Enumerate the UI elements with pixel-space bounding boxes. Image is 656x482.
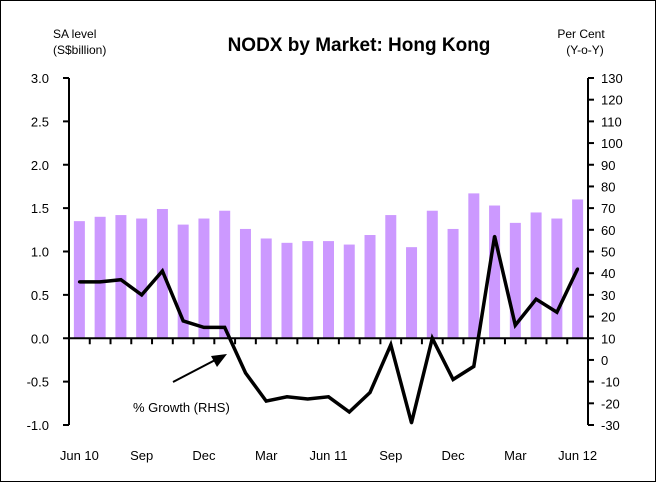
right-tick-label: 0 (601, 353, 608, 368)
bar (177, 224, 189, 339)
bar (343, 244, 355, 339)
right-tick-label: -30 (601, 418, 620, 433)
annotation-label: % Growth (RHS) (133, 400, 230, 415)
right-axis-label-line2: (Y-o-Y) (566, 43, 604, 57)
growth-point (389, 343, 393, 347)
bar (281, 242, 293, 339)
right-tick-label: -20 (601, 396, 620, 411)
left-tick-label: 1.0 (31, 245, 49, 260)
bar (406, 247, 418, 339)
growth-point (181, 319, 185, 323)
left-tick-label: 3.0 (31, 71, 49, 86)
x-tick-label: Dec (192, 448, 216, 463)
bar (260, 238, 272, 339)
bar (323, 241, 334, 339)
bar (198, 218, 210, 339)
growth-point (347, 410, 351, 414)
left-tick-label: -1.0 (27, 418, 49, 433)
right-axis-label-line1: Per Cent (557, 27, 605, 41)
chart-title: NODX by Market: Hong Kong (228, 35, 491, 56)
bar (551, 218, 563, 339)
right-tick-label: 30 (601, 288, 615, 303)
left-tick-label: 1.5 (31, 201, 49, 216)
growth-point (160, 269, 164, 273)
right-tick-label: 60 (601, 223, 615, 238)
right-tick-label: 20 (601, 310, 615, 325)
left-tick-label: 2.0 (31, 158, 49, 173)
right-tick-label: 90 (601, 158, 615, 173)
growth-point (264, 399, 268, 403)
x-tick-label: Sep (379, 448, 402, 463)
x-tick-label: Jun 11 (309, 448, 347, 463)
left-tick-label: -0.5 (27, 375, 49, 390)
left-tick-label: 0.0 (31, 331, 49, 346)
growth-point (534, 297, 538, 301)
bar (115, 215, 127, 339)
growth-point (98, 280, 102, 284)
left-axis-label-line1: SA level (53, 27, 96, 41)
bar (94, 216, 106, 339)
right-tick-label: -10 (601, 375, 620, 390)
x-tick-label: Jun 12 (558, 448, 597, 463)
growth-point (368, 390, 372, 394)
bar (509, 222, 521, 339)
growth-point (451, 377, 455, 381)
right-tick-label: 10 (601, 331, 615, 346)
right-tick-label: 40 (601, 266, 615, 281)
left-axis-label-line2: (S$billion) (53, 43, 106, 57)
bar (302, 241, 314, 339)
x-tick-label: Sep (130, 448, 153, 463)
growth-point (223, 325, 227, 329)
x-tick-label: Mar (255, 448, 278, 463)
growth-point (306, 397, 310, 401)
bar (136, 218, 148, 339)
right-tick-label: 50 (601, 245, 615, 260)
x-tick-label: Dec (441, 448, 465, 463)
x-tick-label: Jun 10 (60, 448, 99, 463)
bar (468, 193, 480, 339)
growth-point (140, 293, 144, 297)
growth-point (202, 325, 206, 329)
right-tick-label: 110 (601, 114, 622, 129)
right-tick-label: 120 (601, 93, 623, 108)
growth-point (119, 278, 123, 282)
growth-point (327, 395, 330, 399)
annotation-arrowhead (211, 354, 227, 367)
bar (385, 215, 397, 339)
bar (426, 210, 438, 339)
growth-point (430, 336, 434, 340)
bar (364, 235, 376, 339)
bar (530, 212, 542, 339)
growth-point (576, 267, 580, 271)
left-tick-label: 0.5 (31, 288, 49, 303)
growth-point (493, 234, 497, 238)
bar (73, 221, 85, 339)
bar (219, 210, 231, 339)
growth-point (472, 364, 476, 368)
left-tick-label: 2.5 (31, 114, 49, 129)
growth-point (410, 421, 414, 425)
growth-point (555, 310, 559, 314)
bar (239, 228, 251, 339)
bar (489, 205, 501, 339)
right-tick-label: 80 (601, 179, 615, 194)
annotation-arrow (172, 357, 220, 383)
x-tick-label: Mar (504, 448, 527, 463)
growth-point (77, 280, 81, 284)
right-tick-label: 130 (601, 71, 623, 86)
right-tick-label: 70 (601, 201, 615, 216)
growth-point (285, 395, 289, 399)
right-tick-label: 100 (601, 136, 623, 151)
growth-point (513, 323, 517, 327)
growth-point (243, 371, 247, 375)
bar (447, 228, 459, 339)
